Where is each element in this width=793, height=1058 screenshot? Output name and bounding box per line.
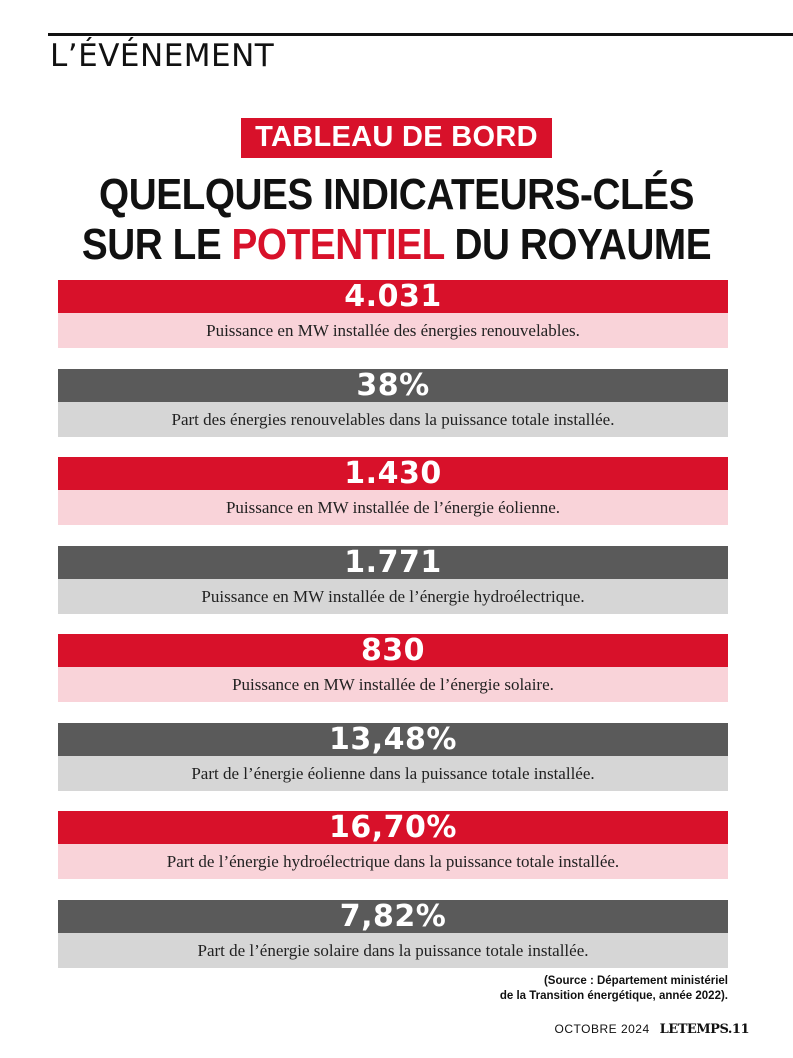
indicator-block: 16,70% Part de l’énergie hydroélectrique…	[58, 811, 728, 879]
indicator-label: Puissance en MW installée de l’énergie h…	[58, 578, 728, 614]
indicator-block: 38% Part des énergies renouvelables dans…	[58, 368, 728, 437]
kicker-wrap: TABLEAU DE BORD	[0, 118, 793, 158]
indicator-label: Puissance en MW installée de l’énergie é…	[58, 490, 728, 525]
headline: QUELQUES INDICATEURS-CLÉS SUR LE POTENTI…	[48, 170, 746, 270]
indicator-label: Part de l’énergie solaire dans la puissa…	[58, 932, 728, 968]
indicator-label: Part de l’énergie éolienne dans la puiss…	[58, 755, 728, 791]
publication-logo: LETEMPS.11	[659, 1022, 750, 1037]
indicator-block: 1.430 Puissance en MW installée de l’éne…	[58, 457, 728, 525]
section-title: L’ÉVÉNEMENT	[50, 38, 275, 74]
indicator-value: 13,48%	[58, 722, 728, 756]
indicator-value: 1.771	[58, 545, 728, 579]
source-line-1: (Source : Département ministériel	[543, 975, 728, 987]
indicator-block: 1.771 Puissance en MW installée de l’éne…	[58, 545, 728, 614]
page-number: 11	[731, 1022, 750, 1037]
headline-accent-word: POTENTIEL	[231, 220, 445, 269]
indicator-list: 4.031 Puissance en MW installée des éner…	[58, 280, 728, 988]
indicator-block: 830 Puissance en MW installée de l’énerg…	[58, 634, 728, 702]
indicator-block: 13,48% Part de l’énergie éolienne dans l…	[58, 722, 728, 791]
headline-line-1: QUELQUES INDICATEURS-CLÉS	[99, 170, 694, 219]
headline-line-2-end: DU ROYAUME	[444, 220, 712, 269]
indicator-value: 7,82%	[58, 899, 728, 933]
indicator-label: Puissance en MW installée de l’énergie s…	[58, 667, 728, 702]
logo-text: LETEMPS.	[659, 1022, 733, 1037]
indicator-block: 7,82% Part de l’énergie solaire dans la …	[58, 899, 728, 968]
kicker-label: TABLEAU DE BORD	[241, 118, 552, 158]
indicator-value: 4.031	[58, 280, 728, 314]
top-rule	[48, 33, 793, 36]
headline-line-2-start: SUR LE	[81, 220, 232, 269]
indicator-value: 38%	[58, 368, 728, 402]
indicator-label: Puissance en MW installée des énergies r…	[58, 313, 728, 348]
headline-line-2: SUR LE POTENTIEL DU ROYAUME	[48, 220, 746, 270]
indicator-value: 830	[58, 634, 728, 668]
indicator-value: 16,70%	[58, 811, 728, 845]
page-footer: OCTOBRE 2024 LETEMPS.11	[555, 1022, 750, 1037]
indicator-value: 1.430	[58, 457, 728, 491]
source-line-2: de la Transition énergétique, année 2022…	[499, 990, 728, 1002]
source-note: (Source : Département ministériel de la …	[500, 974, 728, 1004]
indicator-block: 4.031 Puissance en MW installée des éner…	[58, 280, 728, 348]
indicator-label: Part des énergies renouvelables dans la …	[58, 401, 728, 437]
issue-date: OCTOBRE 2024	[554, 1022, 650, 1036]
indicator-label: Part de l’énergie hydroélectrique dans l…	[58, 844, 728, 879]
